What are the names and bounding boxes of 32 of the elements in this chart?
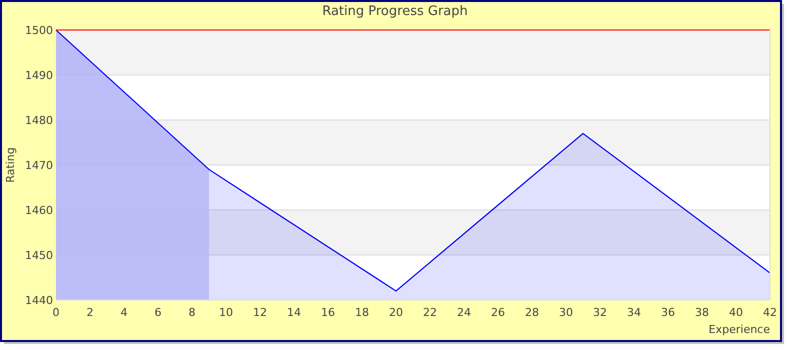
- x-tick-label: 14: [287, 306, 301, 319]
- x-tick-label: 0: [52, 306, 60, 319]
- x-tick-label: 22: [423, 306, 437, 319]
- y-tick-label: 1500: [25, 24, 53, 37]
- y-tick-label: 1440: [25, 294, 53, 307]
- x-tick-label: 24: [457, 306, 471, 319]
- x-tick-label: 12: [253, 306, 267, 319]
- x-tick-label: 4: [120, 306, 128, 319]
- y-tick-label: 1480: [25, 114, 53, 127]
- y-axis-title: Rating: [4, 147, 17, 183]
- y-tick-label: 1450: [25, 248, 53, 262]
- x-tick-label: 30: [559, 306, 573, 319]
- y-tick-label: 1470: [25, 158, 53, 172]
- x-tick-label: 40: [729, 306, 743, 319]
- x-tick-label: 8: [188, 306, 196, 319]
- x-tick-label: 20: [389, 306, 403, 319]
- x-tick-label: 38: [695, 306, 709, 319]
- x-tick-label: 6: [154, 306, 162, 319]
- x-tick-label: 36: [661, 306, 675, 319]
- chart-title: Rating Progress Graph: [322, 4, 468, 19]
- x-tick-label: 10: [219, 306, 233, 319]
- x-tick-label: 16: [321, 306, 335, 319]
- x-tick-label: 34: [627, 306, 641, 319]
- y-tick-label: 1460: [25, 204, 53, 217]
- x-tick-label: 42: [763, 306, 777, 319]
- x-tick-label: 18: [355, 306, 369, 319]
- x-tick-label: 28: [525, 306, 539, 319]
- x-tick-label: 26: [491, 306, 505, 319]
- y-tick-label: 1490: [25, 68, 53, 82]
- x-tick-label: 32: [593, 306, 607, 319]
- x-tick-label: 2: [86, 306, 94, 319]
- x-axis-title: Experience: [708, 323, 770, 336]
